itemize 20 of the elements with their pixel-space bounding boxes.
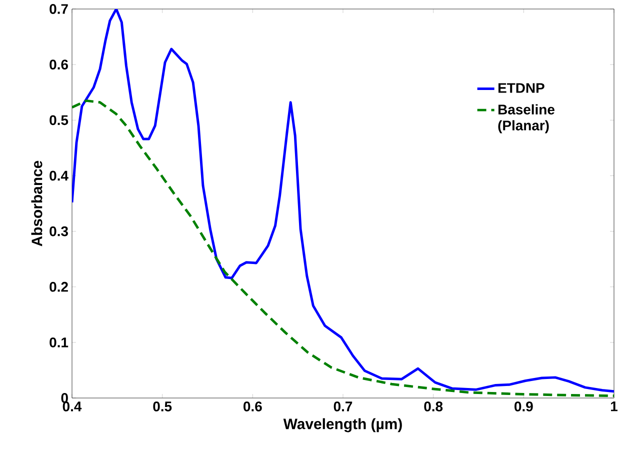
x-tick-label: 0.8 bbox=[424, 402, 443, 412]
x-tick-label: 0.6 bbox=[244, 402, 262, 412]
legend-label: ETDNP bbox=[498, 83, 544, 93]
line-series bbox=[72, 9, 614, 393]
y-tick-label: 0.5 bbox=[50, 115, 68, 126]
y-tick-label: 0.7 bbox=[50, 4, 68, 14]
line-series bbox=[72, 99, 614, 398]
y-tick-label: 0.6 bbox=[50, 60, 68, 70]
y-tick-label: 0.1 bbox=[50, 337, 68, 348]
x-tick-label: 0.4 bbox=[62, 402, 82, 412]
x-tick-label: 0.7 bbox=[334, 402, 352, 412]
x-tick-label: 0.9 bbox=[514, 402, 533, 412]
y-tick-label: 0.4 bbox=[50, 170, 68, 181]
x-tick-label: 0.5 bbox=[153, 402, 172, 412]
y-tick-label: 0.3 bbox=[50, 226, 68, 236]
x-axis-title: Wavelength (µm) bbox=[283, 418, 402, 432]
y-axis-title: Absorbance bbox=[31, 160, 42, 246]
legend-label: Baseline (Planar) bbox=[498, 104, 554, 134]
x-tick-label: 1 bbox=[610, 402, 618, 412]
y-tick-label: 0.2 bbox=[50, 282, 68, 292]
